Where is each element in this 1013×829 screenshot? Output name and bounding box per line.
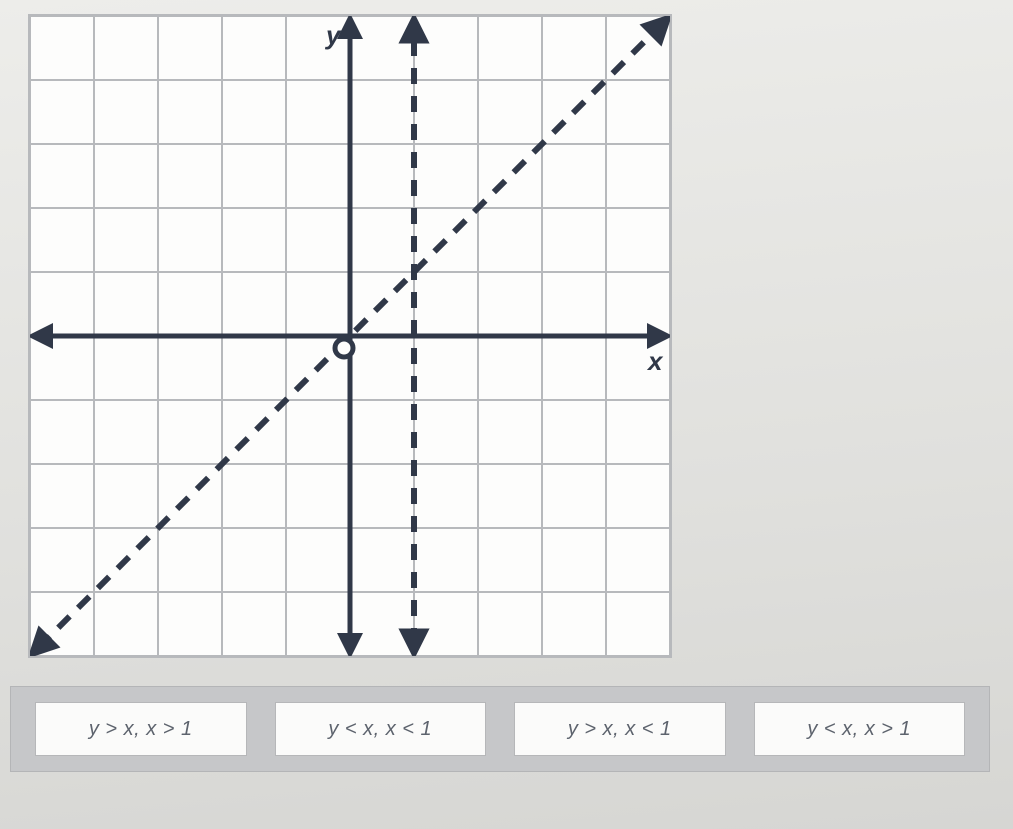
answer-option-3[interactable]: y > x, x < 1	[514, 702, 726, 756]
y-axis-label: y	[324, 20, 342, 50]
graph-svg: yx	[30, 16, 670, 656]
answer-option-1[interactable]: y > x, x > 1	[35, 702, 247, 756]
x-axis-label: x	[646, 346, 664, 376]
answer-option-2[interactable]: y < x, x < 1	[275, 702, 487, 756]
open-point	[335, 339, 353, 357]
coordinate-graph: yx	[28, 14, 672, 658]
answers-bar: y > x, x > 1 y < x, x < 1 y > x, x < 1 y…	[10, 686, 990, 772]
stage: yx y > x, x > 1 y < x, x < 1 y > x, x < …	[0, 0, 1013, 829]
answer-option-4[interactable]: y < x, x > 1	[754, 702, 966, 756]
